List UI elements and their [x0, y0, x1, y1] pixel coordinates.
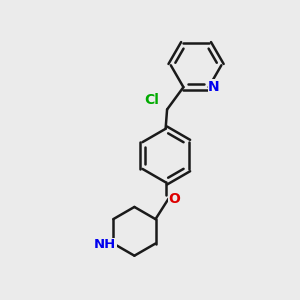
Text: Cl: Cl	[144, 93, 159, 107]
Text: O: O	[169, 192, 181, 206]
Text: N: N	[208, 80, 220, 94]
Text: NH: NH	[94, 238, 116, 251]
